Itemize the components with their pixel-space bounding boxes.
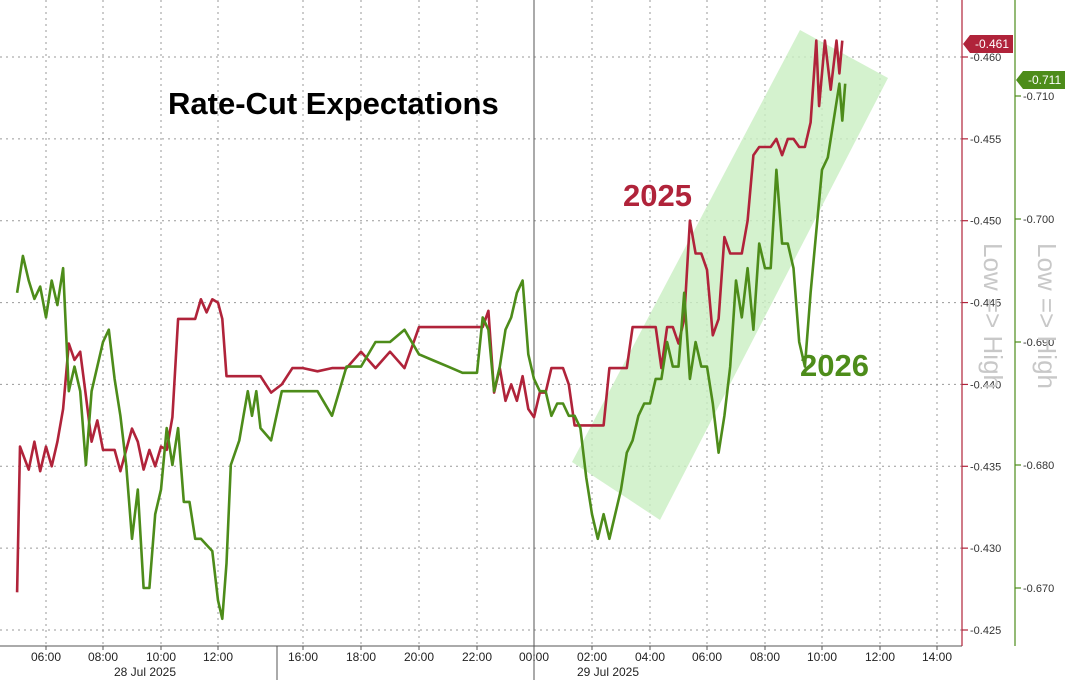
x-tick-label-6: 20:00 xyxy=(404,650,434,664)
x-tick-label-14: 12:00 xyxy=(865,650,895,664)
y-right-tick-label-1: -0.700 xyxy=(1023,214,1054,226)
x-tick-label-3: 12:00 xyxy=(203,650,233,664)
last-value-2025: -0.461 xyxy=(975,37,1009,51)
x-tick-label-4: 16:00 xyxy=(288,650,318,664)
series-label-2025: 2025 xyxy=(623,178,692,213)
last-value-2026: -0.711 xyxy=(1028,73,1061,87)
x-tick-label-9: 02:00 xyxy=(577,650,607,664)
x-date-label-1: 29 Jul 2025 xyxy=(577,665,639,679)
series-line-2026 xyxy=(15,82,847,621)
chart-title: Rate-Cut Expectations xyxy=(168,86,499,121)
y-right-tick-label-4: -0.670 xyxy=(1023,583,1054,595)
x-tick-label-8: 00:00 xyxy=(519,650,549,664)
y-right-tick-label-0: -0.710 xyxy=(1023,91,1054,103)
x-tick-label-0: 06:00 xyxy=(31,650,61,664)
x-date-label-0: 28 Jul 2025 xyxy=(114,665,176,679)
x-tick-label-7: 22:00 xyxy=(462,650,492,664)
last-value-2026-bg xyxy=(1016,71,1065,89)
x-tick-label-5: 18:00 xyxy=(346,650,376,664)
low-high-note-right: Low => High xyxy=(1032,243,1062,389)
x-tick-label-2: 10:00 xyxy=(146,650,176,664)
x-tick-label-1: 08:00 xyxy=(88,650,118,664)
series-label-2026: 2026 xyxy=(800,348,869,383)
y-left-tick-label-7: -0.425 xyxy=(970,625,1001,637)
y-left-tick-label-2: -0.450 xyxy=(970,216,1001,228)
x-tick-label-13: 10:00 xyxy=(807,650,837,664)
last-value-2025-bg xyxy=(963,35,1013,53)
y-left-tick-label-6: -0.430 xyxy=(970,543,1001,555)
series-line-2025 xyxy=(15,39,844,593)
y-left-tick-label-1: -0.455 xyxy=(970,134,1001,146)
low-high-note-left: Low => High xyxy=(978,243,1008,389)
x-tick-label-11: 06:00 xyxy=(692,650,722,664)
x-tick-label-12: 08:00 xyxy=(750,650,780,664)
y-left-tick-label-0: -0.460 xyxy=(970,52,1001,64)
y-left-tick-label-4: -0.440 xyxy=(970,379,1001,391)
y-right-tick-label-2: -0.690 xyxy=(1023,337,1054,349)
y-left-tick-label-3: -0.445 xyxy=(970,298,1001,310)
y-left-tick-label-5: -0.435 xyxy=(970,461,1001,473)
y-right-tick-label-3: -0.680 xyxy=(1023,460,1054,472)
x-tick-label-15: 14:00 xyxy=(922,650,952,664)
x-tick-label-10: 04:00 xyxy=(635,650,665,664)
